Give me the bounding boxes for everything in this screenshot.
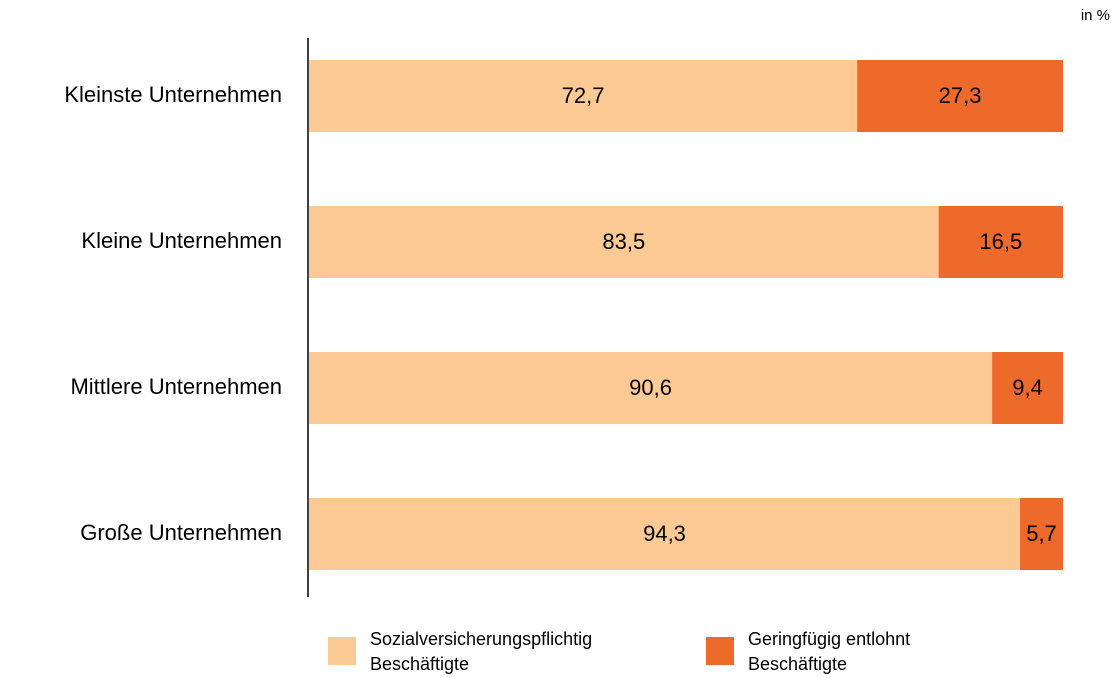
value-label: 94,3 [643,521,686,546]
bar-segment [309,498,1021,570]
bar-segment [1020,498,1063,570]
value-label: 27,3 [939,83,982,108]
unit-label: in % [1081,7,1110,24]
legend-label: Geringfügig entlohnt Beschäftigte [748,629,910,674]
value-label: 5,7 [1026,521,1057,546]
bar-segment [857,60,1063,132]
bar-segment [992,352,1063,424]
bar-segment [309,60,858,132]
value-label: 16,5 [979,229,1022,254]
bar-segment [309,352,993,424]
bar-segment [309,206,939,278]
category-label: Kleinste Unternehmen [64,82,282,107]
legend-swatch [706,637,734,665]
value-label: 72,7 [562,83,605,108]
category-label: Mittlere Unternehmen [70,374,282,399]
category-label: Kleine Unternehmen [81,228,282,253]
value-label: 83,5 [602,229,645,254]
value-label: 9,4 [1012,375,1043,400]
value-label: 90,6 [629,375,672,400]
legend-label: Sozialversicherungspflichtig Beschäftigte [370,629,592,674]
category-label: Große Unternehmen [80,520,282,545]
bar-segment [938,206,1063,278]
legend-swatch [328,637,356,665]
